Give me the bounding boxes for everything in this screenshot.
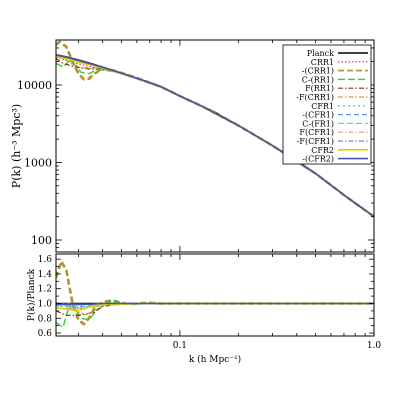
legend-label-planck: Planck	[307, 49, 334, 58]
ratio-x-tick-label: 1.0	[367, 341, 382, 351]
legend-label-crr1: CRR1	[311, 58, 334, 67]
ratio-y-tick-label: 1.6	[38, 255, 53, 265]
legend-label-cfr2: -(CFR2)	[302, 155, 334, 164]
legend-label-f-rr1: F(RR1)	[305, 84, 334, 93]
legend-label-f-cfr1: F(CFR1)	[299, 128, 334, 137]
legend-label-crr1: -(CRR1)	[302, 67, 334, 76]
power-spectrum-y-tick-label: 10000	[17, 79, 52, 92]
power-spectrum-y-axis-label: P(k) (h⁻³ Mpc³)	[10, 104, 23, 188]
legend-box	[282, 44, 372, 165]
legend-label-c-rr1: C-(RR1)	[302, 75, 334, 84]
ratio-y-tick-label: 1.0	[38, 299, 53, 309]
legend-label-cfr1: -(CFR1)	[302, 111, 334, 120]
legend-label-c-fr1: C-(FR1)	[302, 119, 334, 128]
ratio-panel: 0.6 0.8 1.0 1.2 1.4 1.6 0.1 1.0 P(k)/Planck k (…	[26, 253, 382, 365]
legend-label-f-cfr1: -F(CFR1)	[297, 137, 334, 146]
legend-label-cfr1: CFR1	[311, 102, 334, 111]
ratio-y-tick-label: 0.8	[38, 314, 53, 324]
legend-label-f-crr1: -F(CRR1)	[296, 93, 334, 102]
ratio-frame	[55, 253, 375, 337]
ratio-series-cfr2	[56, 302, 374, 306]
ratio-y-tick-label: 1.4	[38, 270, 53, 280]
power-spectrum-y-tick-label: 1000	[24, 156, 52, 169]
ratio-x-tick-label: 0.1	[173, 341, 187, 351]
ratio-series-crr1	[56, 260, 374, 326]
ratio-y-tick-label: 1.2	[38, 285, 52, 295]
legend: PlanckCRR1-(CRR1)C-(RR1)F(RR1)-F(CRR1)CF…	[282, 44, 372, 165]
ratio-x-axis-label: k (h Mpc⁻¹)	[189, 354, 241, 365]
ratio-y-tick-label: 0.6	[38, 329, 53, 339]
ratio-y-axis-label: P(k)/Planck	[26, 268, 37, 321]
legend-label-cfr2: CFR2	[311, 146, 334, 155]
ratio-series-f-rr1	[56, 302, 374, 316]
power-spectrum-y-tick-label: 100	[31, 234, 52, 247]
power-spectrum-frame	[55, 39, 375, 253]
ratio-series-lines	[56, 260, 374, 328]
